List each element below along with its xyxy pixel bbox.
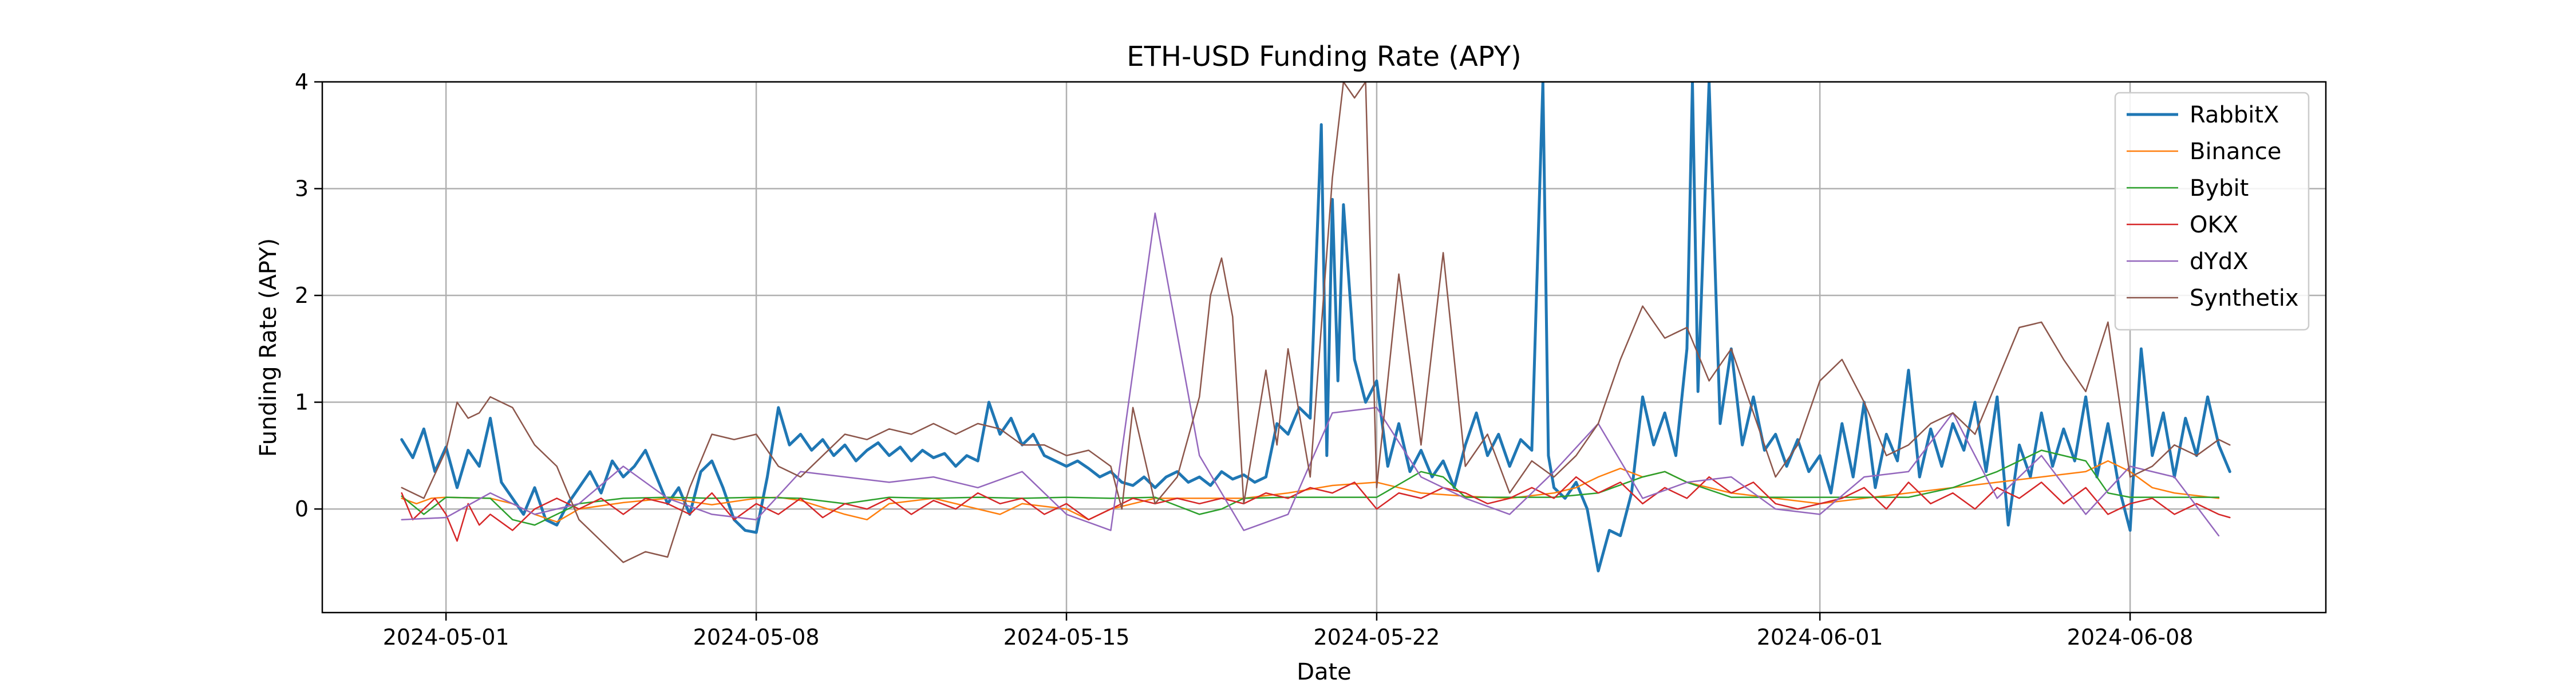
series-line-synthetix <box>401 82 2231 563</box>
y-tick-label: 4 <box>295 69 309 94</box>
legend-label: OKX <box>2190 212 2238 238</box>
series-line-dydx <box>401 212 2220 536</box>
x-tick-label: 2024-05-15 <box>1003 625 1130 650</box>
chart-title: ETH-USD Funding Rate (APY) <box>1127 41 1521 73</box>
legend-label: RabbitX <box>2190 102 2279 128</box>
legend-label: Binance <box>2190 139 2281 165</box>
series-line-okx <box>401 476 2231 542</box>
x-axis-ticks: 2024-05-01 2024-05-08 2024-05-15 2024-05-22… <box>383 613 2194 650</box>
legend: RabbitX Binance Bybit OKX dYdX Synthetix <box>2114 92 2310 331</box>
legend-box <box>2114 92 2310 331</box>
y-tick-label: 2 <box>295 283 309 308</box>
x-axis-title: Date <box>1297 659 1352 685</box>
x-tick-label: 2024-05-22 <box>1314 625 1440 650</box>
x-tick-label: 2024-05-08 <box>693 625 820 650</box>
y-axis-title: Funding Rate (APY) <box>255 238 282 457</box>
legend-label: Bybit <box>2190 175 2249 202</box>
y-tick-label: 0 <box>295 496 309 522</box>
y-tick-label: 1 <box>295 390 309 415</box>
y-tick-label: 3 <box>295 176 309 202</box>
plot-frame <box>321 81 2327 614</box>
series-lines <box>400 82 2231 572</box>
legend-label: Synthetix <box>2190 285 2299 311</box>
y-axis-ticks: 0 1 2 3 4 <box>295 69 322 522</box>
series-line-bybit <box>401 449 2220 526</box>
x-tick-label: 2024-06-08 <box>2067 625 2194 650</box>
legend-label: dYdX <box>2190 248 2249 275</box>
x-tick-label: 2024-06-01 <box>1757 625 1883 650</box>
x-tick-label: 2024-05-01 <box>383 625 509 650</box>
